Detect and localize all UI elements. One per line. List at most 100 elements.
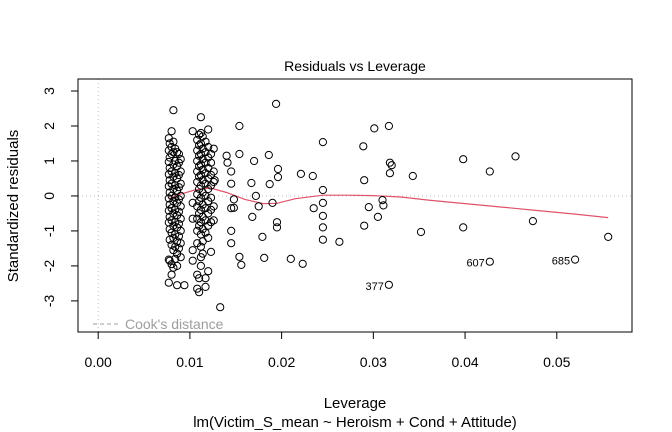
data-point: [235, 149, 244, 159]
data-point: [196, 113, 205, 122]
y-tick-label: 1: [41, 157, 57, 165]
data-point: [201, 137, 210, 146]
data-point: [237, 260, 246, 269]
point-labels-group: 377 607 685: [366, 256, 571, 293]
data-point: [164, 206, 173, 215]
data-point: [169, 263, 178, 272]
data-point: [360, 221, 369, 230]
data-point: [308, 171, 317, 181]
data-point: [378, 196, 387, 205]
data-point: [209, 177, 218, 187]
data-point: [227, 226, 236, 235]
data-point: [196, 261, 205, 270]
data-point: [198, 132, 207, 141]
data-point: [387, 161, 396, 170]
y-tick-label: 0: [41, 192, 57, 200]
data-point: [201, 148, 210, 157]
data-point: [604, 232, 613, 241]
data-point: [318, 185, 327, 195]
data-point: [201, 179, 210, 188]
points-group: [164, 99, 613, 312]
data-point: [272, 218, 282, 227]
data-point: [176, 155, 185, 164]
data-point: [318, 211, 327, 220]
legend-label: Cook's distance: [125, 316, 224, 332]
data-point: [204, 267, 213, 276]
smooth-line: [168, 187, 609, 219]
data-point: [318, 198, 327, 207]
data-point: [222, 151, 231, 160]
data-point: [204, 233, 213, 242]
data-point: [485, 257, 494, 266]
data-point: [180, 281, 189, 290]
data-point: [209, 202, 218, 211]
data-point: [385, 169, 394, 178]
chart-title: Residuals vs Leverage: [284, 58, 426, 74]
data-point: [528, 217, 538, 226]
data-point: [198, 249, 207, 258]
data-point: [176, 167, 185, 176]
x-tick-label: 0.02: [268, 354, 295, 370]
data-point: [571, 255, 580, 264]
subtitle: lm(Victim_S_mean ~ Heroism + Cond + Atti…: [193, 414, 517, 431]
data-point: [164, 170, 173, 179]
data-point: [188, 256, 197, 265]
data-point: [235, 252, 244, 261]
data-point: [176, 253, 185, 262]
data-point: [174, 244, 183, 253]
data-point: [201, 282, 210, 291]
data-point: [195, 288, 204, 297]
data-point: [176, 179, 185, 188]
data-point: [265, 180, 274, 189]
data-point: [459, 223, 468, 232]
data-point: [167, 270, 176, 279]
x-tick-label: 0.00: [85, 354, 112, 370]
data-point: [196, 160, 205, 169]
data-point: [385, 158, 394, 167]
data-point: [335, 237, 344, 246]
data-point: [206, 247, 216, 256]
data-point: [188, 246, 197, 255]
data-point: [209, 216, 218, 225]
data-point: [173, 281, 182, 290]
data-point: [164, 255, 173, 264]
data-point: [384, 121, 393, 131]
data-point: [359, 142, 368, 151]
cooks-distance-legend: Cook's distance: [93, 316, 224, 332]
data-point: [229, 195, 238, 204]
data-point: [167, 127, 176, 136]
data-point: [206, 149, 216, 159]
data-point: [360, 176, 369, 185]
smooth-line-group: [168, 187, 609, 219]
data-point: [296, 169, 305, 178]
data-point: [459, 155, 468, 164]
x-tick-label: 0.01: [176, 354, 203, 370]
y-tick-label: -1: [41, 224, 57, 237]
data-point: [188, 127, 197, 136]
data-point: [258, 232, 267, 241]
x-axis-label: Leverage: [324, 395, 387, 412]
data-point: [201, 204, 210, 213]
data-point: [364, 203, 373, 212]
data-point: [201, 191, 210, 200]
data-point: [204, 125, 213, 134]
y-tick-label: 2: [41, 122, 57, 130]
y-tick-label: -2: [41, 259, 57, 272]
data-point: [164, 182, 173, 191]
data-point: [196, 170, 205, 180]
data-point: [188, 214, 197, 223]
x-tick-label: 0.04: [451, 354, 478, 370]
data-point: [485, 167, 494, 176]
data-point: [195, 274, 204, 283]
data-point: [235, 121, 244, 131]
data-point: [206, 218, 216, 227]
data-point: [201, 274, 210, 283]
data-point: [273, 164, 283, 174]
data-point: [173, 148, 182, 157]
data-point: [268, 198, 277, 207]
data-point: [171, 156, 180, 166]
data-point: [176, 226, 185, 235]
data-point: [408, 171, 417, 181]
data-point: [272, 99, 281, 109]
